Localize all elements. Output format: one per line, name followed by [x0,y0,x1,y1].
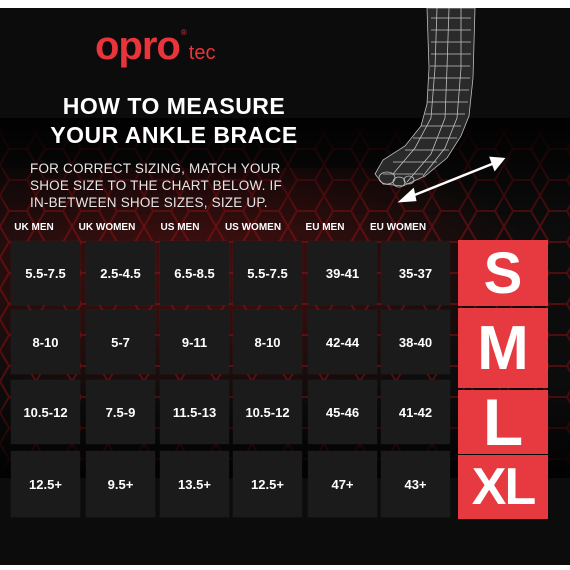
title-line-1: HOW TO MEASURE [62,93,286,119]
foot-wireframe-icon [374,8,506,203]
cell-s-eu-women: 35-37 [381,241,450,305]
title-line-2: YOUR ANKLE BRACE [50,122,298,148]
cell-m-us-men: 9-11 [160,310,229,374]
cell-l-uk-men: 10.5-12 [11,380,80,444]
logo-main-text: opro [95,24,181,68]
cell-xl-us-women: 12.5+ [233,451,302,517]
registered-mark: ® [180,28,187,37]
size-chart-poster: opro ® tec HOW TO MEASURE YOUR ANKLE BRA… [0,8,570,565]
opro-tec-logo: opro ® tec [95,24,215,74]
size-badge-l: L [458,385,548,459]
cell-xl-us-men: 13.5+ [160,451,229,517]
page-title: HOW TO MEASURE YOUR ANKLE BRACE [24,92,324,150]
cell-s-uk-men: 5.5-7.5 [11,241,80,305]
instructions-line-2: SHOE SIZE TO THE CHART BELOW. IF [30,178,282,193]
double-arrow-icon [397,156,506,203]
cell-l-us-women: 10.5-12 [233,380,302,444]
cell-s-us-men: 6.5-8.5 [160,241,229,305]
cell-m-uk-women: 5-7 [86,310,155,374]
cell-xl-uk-men: 12.5+ [11,451,80,517]
cell-s-eu-men: 39-41 [308,241,377,305]
header-uk-men: UK MEN [14,222,54,233]
header-eu-men: EU MEN [305,222,345,233]
cell-l-us-men: 11.5-13 [160,380,229,444]
header-us-men: US MEN [160,222,200,233]
logo-sub-text: tec [188,42,216,64]
cell-xl-uk-women: 9.5+ [86,451,155,517]
cell-m-us-women: 8-10 [233,310,302,374]
cell-l-eu-men: 45-46 [308,380,377,444]
instructions-line-3: IN-BETWEEN SHOE SIZES, SIZE UP. [30,195,268,210]
cell-m-eu-men: 42-44 [308,310,377,374]
header-eu-women: EU WOMEN [369,222,427,233]
cell-s-uk-women: 2.5-4.5 [86,241,155,305]
cell-m-eu-women: 38-40 [381,310,450,374]
sizing-instructions: FOR CORRECT SIZING, MATCH YOUR SHOE SIZE… [30,160,305,211]
cell-s-us-women: 5.5-7.5 [233,241,302,305]
size-badge-m: M [458,308,548,388]
cell-m-uk-men: 8-10 [11,310,80,374]
instructions-line-1: FOR CORRECT SIZING, MATCH YOUR [30,161,281,176]
cell-l-eu-women: 41-42 [381,380,450,444]
cell-l-uk-women: 7.5-9 [86,380,155,444]
header-us-women: US WOMEN [224,222,282,233]
cell-xl-eu-men: 47+ [308,451,377,517]
cell-xl-eu-women: 43+ [381,451,450,517]
size-badge-xl: XL [458,455,548,519]
header-uk-women: UK WOMEN [78,222,136,233]
size-badge-s: S [458,240,548,306]
